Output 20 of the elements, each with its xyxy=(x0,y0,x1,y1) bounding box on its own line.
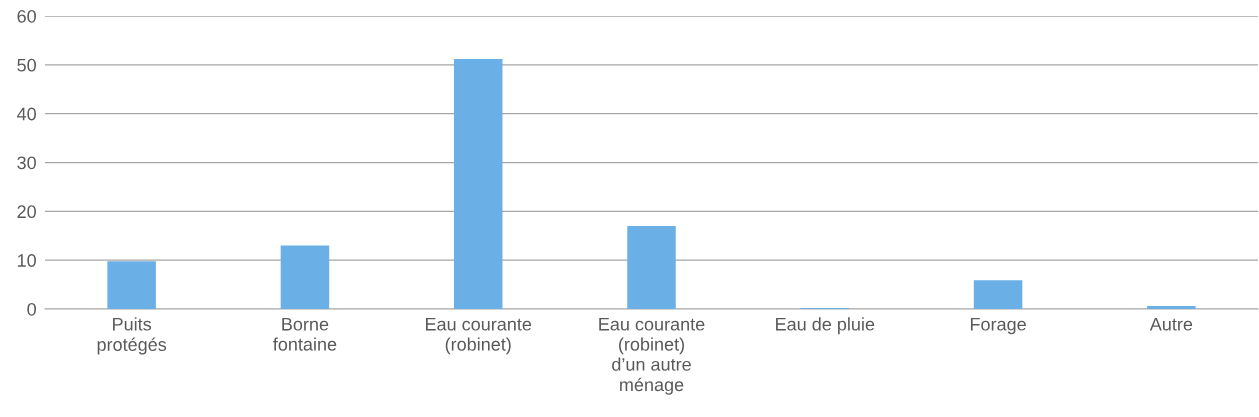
y-tick-label: 50 xyxy=(17,58,36,72)
x-tick-label: Eau courante (robinet) d’un autre ménage xyxy=(599,318,705,395)
y-tick-label: 0 xyxy=(27,302,36,316)
x-tick-label: Eau courante (robinet) xyxy=(426,318,532,355)
bar xyxy=(453,58,503,309)
bar xyxy=(280,245,330,309)
bar xyxy=(1147,306,1196,309)
bar xyxy=(107,261,156,309)
x-tick-label: Eau de pluie xyxy=(776,317,875,335)
y-tick-label: 10 xyxy=(17,254,36,267)
x-tick-label: Borne fontaine xyxy=(273,318,337,351)
x-tick-label: Autre xyxy=(1149,318,1193,331)
bar xyxy=(627,225,676,309)
y-tick-label: 20 xyxy=(17,205,36,219)
x-tick-label: Forage xyxy=(970,318,1026,335)
x-tick-label: Puits protégés xyxy=(97,317,167,355)
y-tick-label: 60 xyxy=(17,9,36,23)
y-tick-label: 40 xyxy=(17,107,36,121)
bar xyxy=(973,280,1023,309)
y-tick-label: 30 xyxy=(17,156,36,170)
